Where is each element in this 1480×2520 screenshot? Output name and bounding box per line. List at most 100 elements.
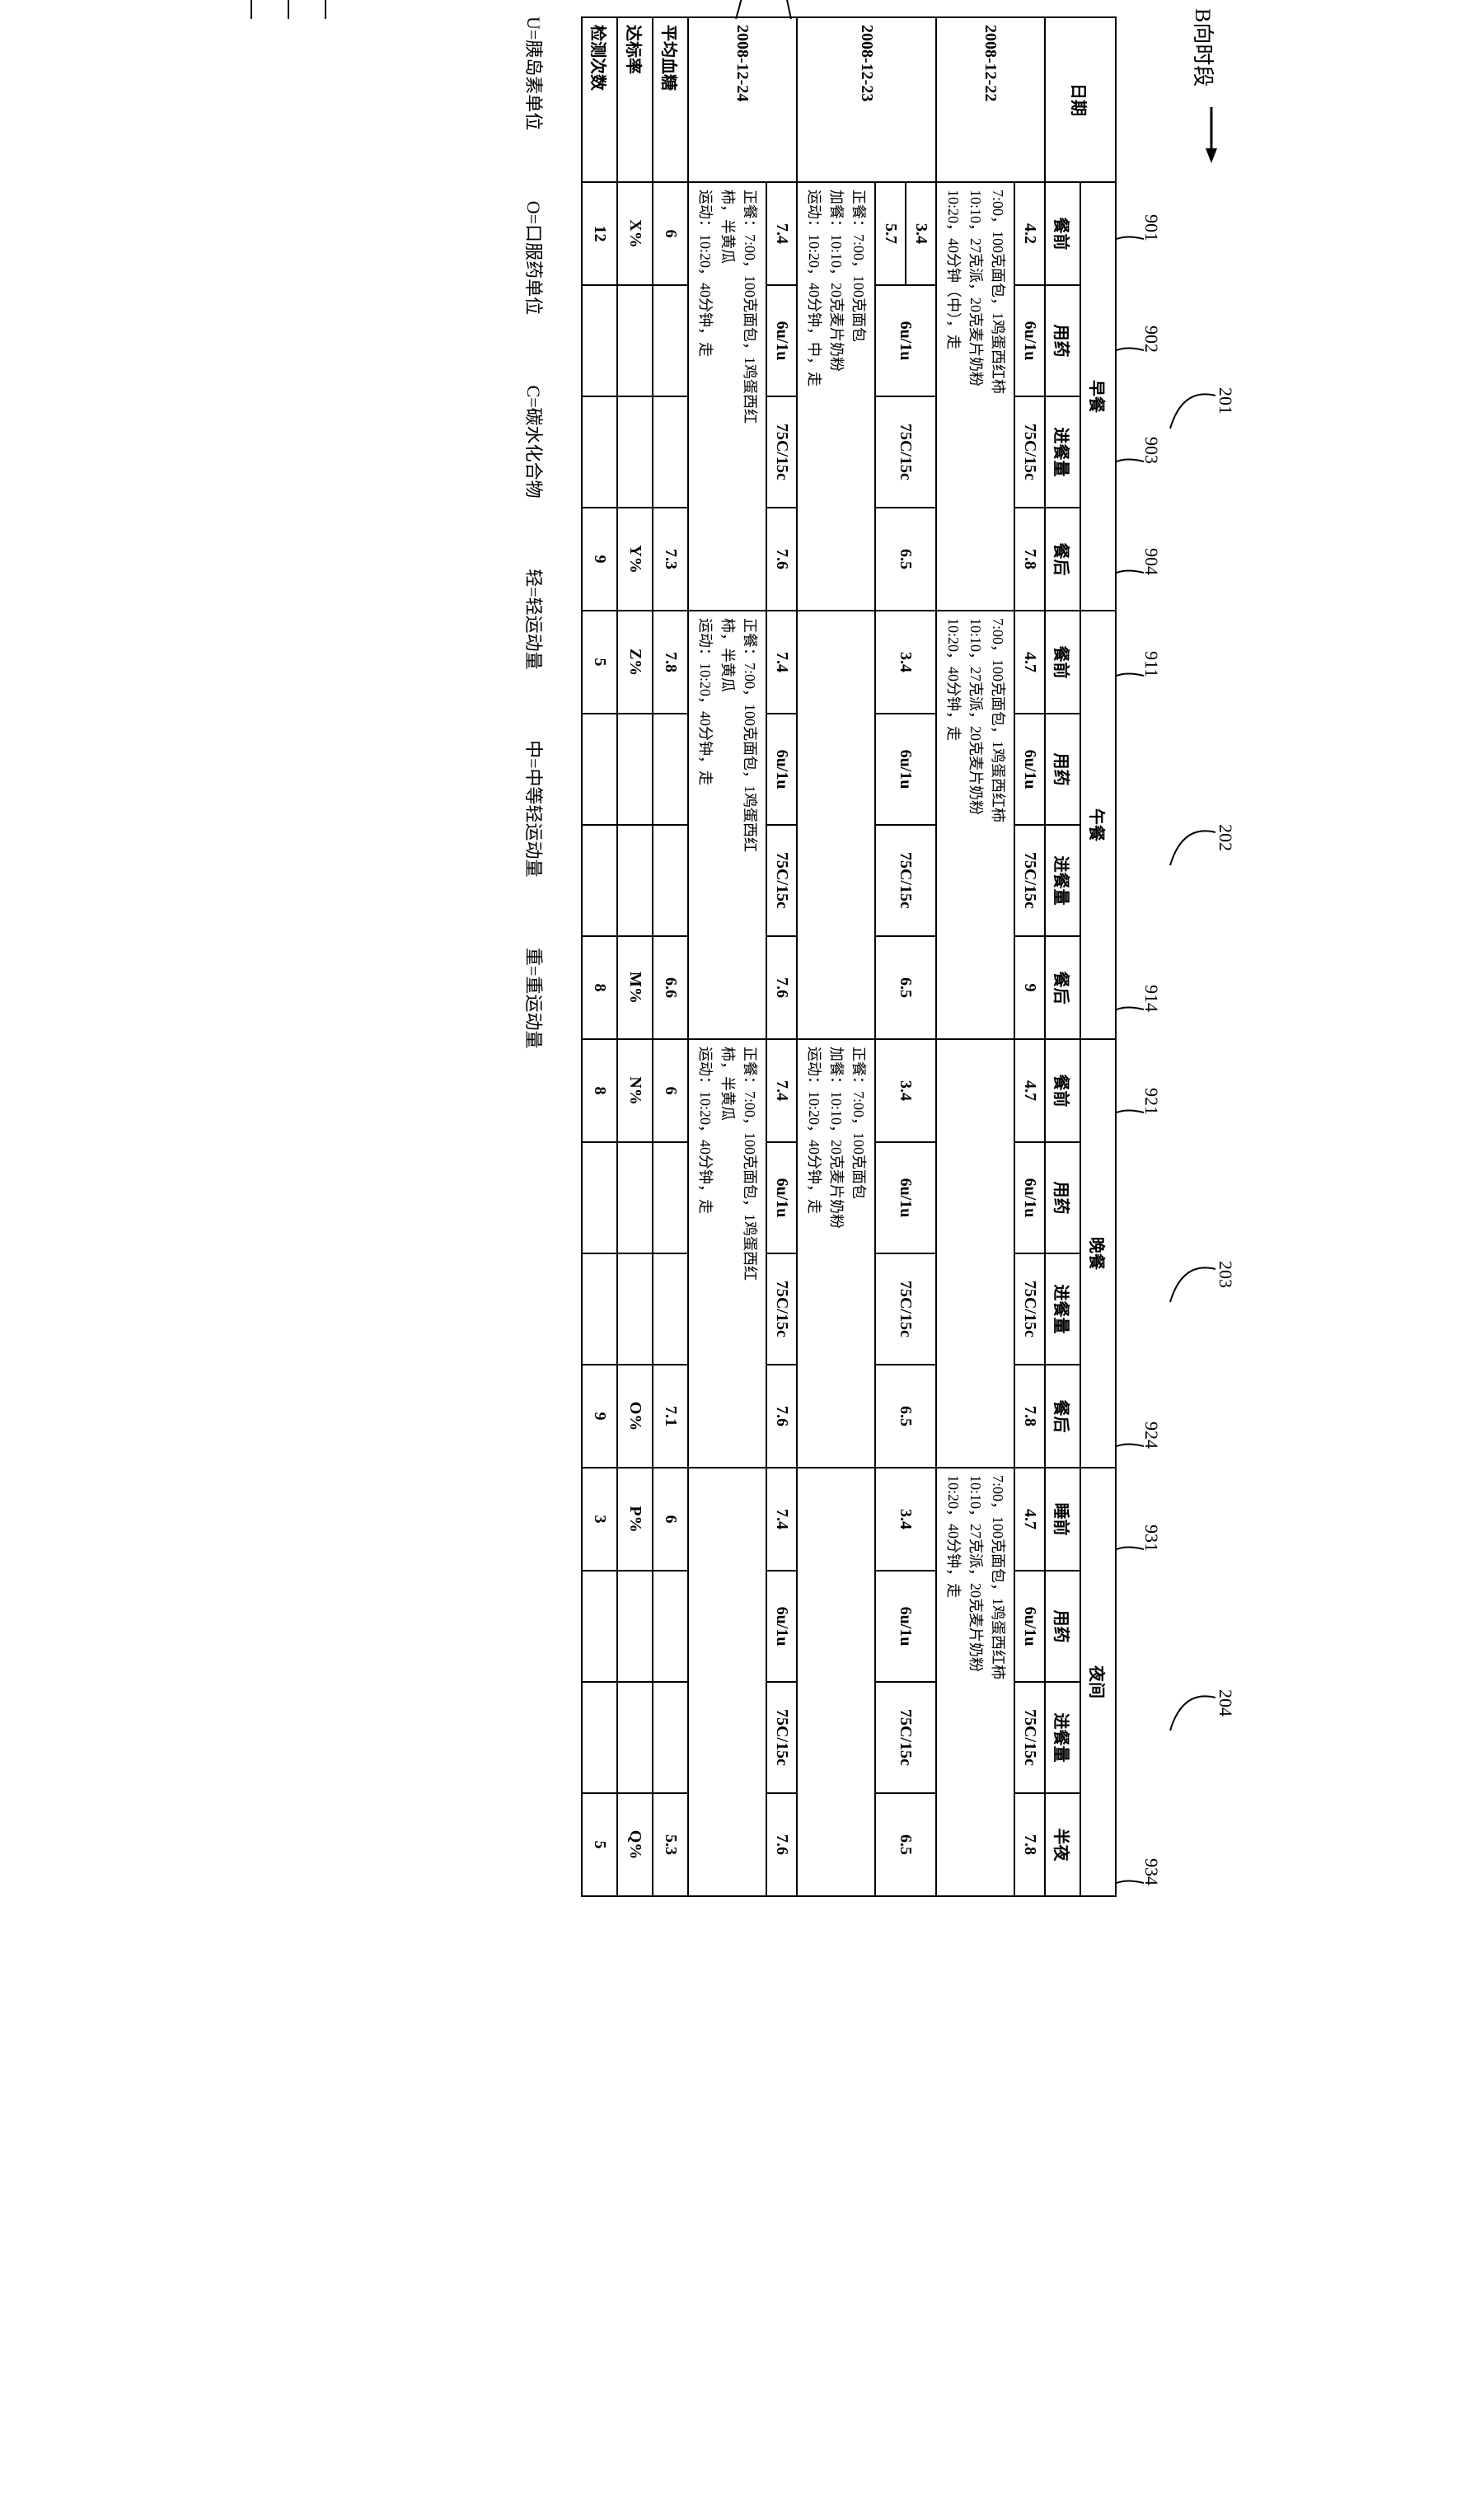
d3-v4: 7.4 bbox=[766, 611, 797, 714]
avg-label: 平均血糖 bbox=[653, 17, 688, 182]
line-934 bbox=[1115, 1875, 1144, 1891]
d2-v9: 6u/1u bbox=[875, 1142, 936, 1253]
d2-values-a: 2008-12-23 3.4 6u/1u 75C/15c 6.5 3.4 6u/… bbox=[906, 17, 936, 1896]
hdr-l-pre: 餐前 bbox=[1045, 611, 1080, 714]
avg-11: 7.1 bbox=[653, 1365, 688, 1468]
hdr-d-pre: 餐前 bbox=[1045, 1039, 1080, 1142]
count-label: 检测次数 bbox=[582, 17, 617, 182]
callout-201: 201 bbox=[1215, 387, 1236, 415]
d2-nb: 正餐：7:00，100克面包加餐：10:10，20克麦片奶粉运动：10:20，4… bbox=[797, 182, 875, 611]
line-911b bbox=[280, 0, 297, 21]
line-911c bbox=[1115, 667, 1144, 684]
d2-v10: 75C/15c bbox=[875, 1253, 936, 1365]
line-924 bbox=[1115, 1438, 1144, 1454]
d1-v5: 6u/1u bbox=[1014, 714, 1045, 825]
d1-values: 2008-12-22 4.2 6u/1u 75C/15c 7.8 4.7 6u/… bbox=[1014, 17, 1045, 1896]
rate-3: Y% bbox=[617, 508, 653, 611]
d3-v5: 6u/1u bbox=[766, 714, 797, 825]
hdr-n-bed: 睡前 bbox=[1045, 1468, 1080, 1571]
d3-values: 2008-12-24 7.4 6u/1u 75C/15c 7.6 7.4 6u/… bbox=[766, 17, 797, 1896]
rate-4: Z% bbox=[617, 611, 653, 714]
count-0: 12 bbox=[582, 182, 617, 285]
hdr-dinner: 晚餐 bbox=[1080, 1039, 1116, 1468]
d1-v1: 6u/1u bbox=[1014, 285, 1045, 396]
hdr-l-meal: 进餐量 bbox=[1045, 825, 1080, 936]
rate-15: Q% bbox=[617, 1793, 653, 1896]
row-count: 检测次数 12 9 5 8 8 9 3 5 bbox=[582, 17, 617, 1896]
line-912 bbox=[243, 0, 260, 21]
d3-nb: 正餐：7:00，100克面包，1鸡蛋西红柿，半黄瓜运动：10:20，40分钟，走 bbox=[688, 182, 766, 611]
count-15: 5 bbox=[582, 1793, 617, 1896]
d1-v10: 75C/15c bbox=[1014, 1253, 1045, 1365]
avg-6 bbox=[653, 825, 688, 936]
curve-204 bbox=[1166, 1681, 1215, 1747]
line-902 bbox=[1115, 342, 1144, 358]
rate-12: P% bbox=[617, 1468, 653, 1571]
line-910 bbox=[317, 0, 334, 21]
d2-v11: 6.5 bbox=[875, 1365, 936, 1468]
d2-v5: 6u/1u bbox=[875, 714, 936, 825]
d3-v12: 7.4 bbox=[766, 1468, 797, 1571]
hdr-d-med: 用药 bbox=[1045, 1142, 1080, 1253]
avg-10 bbox=[653, 1253, 688, 1365]
rate-5 bbox=[617, 714, 653, 825]
d2-nd: 正餐：7:00，100克面包加餐：10:10，20克麦片奶粉运动：10:20，4… bbox=[797, 1039, 875, 1468]
row-avg: 平均血糖 6 7.3 7.8 6.6 6 7.1 6 5.3 bbox=[653, 17, 688, 1896]
d3-nl: 正餐：7:00，100克面包，1鸡蛋西红柿，半黄瓜运动：10:20，40分钟，走 bbox=[688, 611, 766, 1039]
hdr-n-med: 用药 bbox=[1045, 1571, 1080, 1682]
rate-9 bbox=[617, 1142, 653, 1253]
d3-v2: 75C/15c bbox=[766, 396, 797, 508]
d1-v12: 4.7 bbox=[1014, 1468, 1045, 1571]
d3-v14: 75C/15c bbox=[766, 1682, 797, 1793]
d2-v4: 3.4 bbox=[875, 611, 936, 714]
curve-202 bbox=[1166, 816, 1215, 882]
line-931 bbox=[1115, 1541, 1144, 1557]
rate-14 bbox=[617, 1682, 653, 1793]
d2-v6: 75C/15c bbox=[875, 825, 936, 936]
hdr-b-meal: 进餐量 bbox=[1045, 396, 1080, 508]
d3-v7: 7.6 bbox=[766, 936, 797, 1039]
line-901 bbox=[1115, 231, 1144, 247]
hdr-lunch: 午餐 bbox=[1080, 611, 1116, 1039]
d2-v14: 75C/15c bbox=[875, 1682, 936, 1793]
count-2 bbox=[582, 396, 617, 508]
rate-7: M% bbox=[617, 936, 653, 1039]
d3-notes: 正餐：7:00，100克面包，1鸡蛋西红柿，半黄瓜运动：10:20，40分钟，走… bbox=[688, 17, 766, 1896]
d3-nd: 正餐：7:00，100克面包，1鸡蛋西红柿，半黄瓜运动：10:20，40分钟，走 bbox=[688, 1039, 766, 1468]
line-908 bbox=[729, 0, 754, 21]
header-row-2: 餐前 用药 进餐量 餐后 餐前 用药 进餐量 餐后 餐前 用药 进餐量 餐后 睡… bbox=[1045, 17, 1080, 1896]
d3-date: 2008-12-24 bbox=[688, 17, 797, 182]
d1-v7: 9 bbox=[1014, 936, 1045, 1039]
line-914 bbox=[1115, 1001, 1144, 1018]
count-9 bbox=[582, 1142, 617, 1253]
d2-v8: 3.4 bbox=[875, 1039, 936, 1142]
b-axis-arrow bbox=[1199, 107, 1224, 165]
d1-v9: 6u/1u bbox=[1014, 1142, 1045, 1253]
d1-nl: 7:00，100克面包，1鸡蛋西红柿10:10，27克派，20克麦片奶粉10:2… bbox=[936, 611, 1014, 1039]
d2-v15: 6.5 bbox=[875, 1793, 936, 1896]
legend-med: 中=中等轻运动量 bbox=[523, 740, 544, 877]
d3-v1: 6u/1u bbox=[766, 285, 797, 396]
line-907 bbox=[770, 0, 795, 21]
d1-v0: 4.2 bbox=[1014, 182, 1045, 285]
count-6 bbox=[582, 825, 617, 936]
d3-v9: 6u/1u bbox=[766, 1142, 797, 1253]
hdr-d-meal: 进餐量 bbox=[1045, 1253, 1080, 1365]
glucose-log-table: 日期 早餐 午餐 晚餐 夜间 餐前 用药 进餐量 餐后 餐前 用药 进餐量 餐后… bbox=[581, 16, 1117, 1897]
curve-203 bbox=[1166, 1253, 1215, 1319]
d2-v3: 6.5 bbox=[875, 508, 936, 611]
avg-2 bbox=[653, 396, 688, 508]
avg-9 bbox=[653, 1142, 688, 1253]
d2-nl bbox=[797, 611, 875, 1039]
count-13 bbox=[582, 1571, 617, 1682]
legend-c: C=碳水化合物 bbox=[523, 386, 544, 499]
rate-11: O% bbox=[617, 1365, 653, 1468]
d3-v13: 6u/1u bbox=[766, 1571, 797, 1682]
count-4: 5 bbox=[582, 611, 617, 714]
avg-12: 6 bbox=[653, 1468, 688, 1571]
curve-201 bbox=[1166, 379, 1215, 445]
count-10 bbox=[582, 1253, 617, 1365]
avg-1 bbox=[653, 285, 688, 396]
d1-nn: 7:00，100克面包，1鸡蛋西红柿10:10，27克派，20克麦片奶粉10:2… bbox=[936, 1468, 1014, 1896]
d1-v15: 7.8 bbox=[1014, 1793, 1045, 1896]
